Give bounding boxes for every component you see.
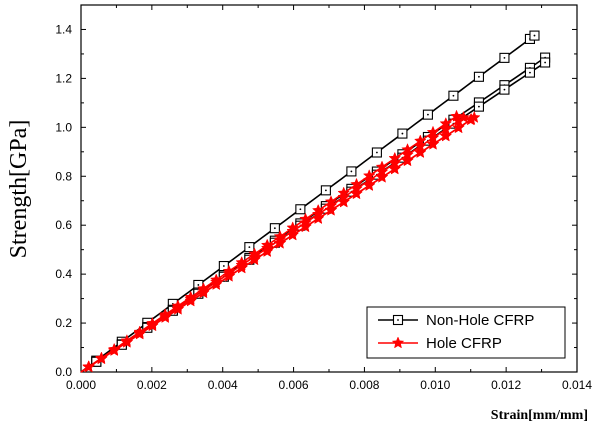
series-hole-cfrp	[80, 109, 481, 373]
legend-label: Hole CFRP	[426, 335, 502, 352]
y-tick-label: 0.8	[55, 169, 72, 183]
star-marker	[439, 129, 453, 142]
star-marker	[120, 335, 134, 348]
x-axis-title: Strain[mm/mm]	[491, 408, 588, 423]
y-tick-label: 1.0	[55, 120, 72, 134]
star-marker	[222, 269, 236, 282]
series-line	[80, 116, 465, 373]
star-marker	[171, 302, 185, 315]
square-marker-dot	[248, 246, 251, 249]
star-marker	[260, 244, 274, 257]
x-tick-label: 0.008	[349, 378, 379, 392]
legend-label: Non-Hole CFRP	[426, 312, 534, 329]
star-marker	[158, 310, 172, 323]
star-marker	[464, 113, 478, 126]
square-marker-dot	[324, 189, 327, 192]
star-marker	[350, 187, 363, 200]
square-marker-dot	[529, 71, 531, 74]
series-layer	[80, 30, 551, 373]
y-tick-label: 0.6	[55, 218, 72, 232]
square-marker-dot	[222, 265, 225, 267]
star-marker	[375, 170, 389, 183]
star-marker	[413, 145, 427, 159]
star-marker	[337, 195, 351, 208]
axis-ticks: 0.000 0.002 0.004 0.006 0.008 0.010 0.012 0.014…	[55, 5, 592, 392]
star-marker	[426, 137, 440, 150]
star-marker	[209, 277, 223, 290]
star-marker	[299, 220, 312, 233]
star-marker	[95, 352, 108, 365]
square-marker-dot	[197, 284, 200, 286]
star-marker	[452, 121, 465, 134]
star-marker	[248, 253, 261, 266]
y-axis-title: Strength[GPa]	[6, 120, 32, 259]
star-marker	[82, 360, 96, 373]
star-marker	[388, 162, 402, 175]
x-tick-label: 0.010	[420, 378, 450, 392]
star-marker	[401, 154, 414, 167]
series-line	[80, 34, 535, 373]
star-marker	[324, 203, 338, 216]
star-marker	[391, 336, 405, 349]
star-marker	[286, 228, 300, 241]
square-marker-dot	[478, 105, 480, 108]
y-tick-label: 1.4	[55, 22, 72, 36]
y-tick-label: 0.0	[55, 365, 72, 379]
star-marker	[146, 319, 159, 332]
square-marker-dot	[401, 132, 404, 135]
legend: Non-Hole CFRP Hole CFRP	[366, 306, 566, 359]
star-marker	[184, 294, 198, 307]
y-tick-label: 0.4	[55, 267, 72, 281]
x-tick-label: 0.012	[491, 378, 521, 392]
star-marker	[235, 261, 249, 274]
y-tick-label: 1.2	[55, 71, 72, 85]
square-marker-dot	[397, 319, 399, 321]
square-marker-dot	[478, 75, 480, 78]
star-marker	[362, 178, 376, 192]
star-marker	[273, 236, 287, 249]
star-marker	[107, 343, 121, 356]
square-marker-dot	[299, 208, 302, 211]
square-marker-dot	[503, 88, 506, 91]
star-marker	[133, 327, 147, 340]
star-marker	[311, 211, 325, 225]
square-marker-dot	[273, 227, 276, 230]
star-marker	[197, 286, 210, 299]
square-marker-dot	[544, 61, 547, 64]
square-marker-dot	[452, 94, 455, 97]
square-marker-dot	[375, 151, 378, 154]
square-marker-dot	[503, 56, 506, 59]
x-tick-label: 0.014	[562, 378, 592, 392]
square-marker-dot	[427, 113, 429, 116]
x-tick-label: 0.006	[279, 378, 309, 392]
y-tick-label: 0.2	[55, 316, 72, 330]
square-marker-dot	[350, 170, 353, 173]
x-tick-label: 0.000	[66, 378, 96, 392]
square-marker-dot	[533, 34, 536, 37]
x-tick-label: 0.004	[208, 378, 238, 392]
x-tick-label: 0.002	[137, 378, 167, 392]
